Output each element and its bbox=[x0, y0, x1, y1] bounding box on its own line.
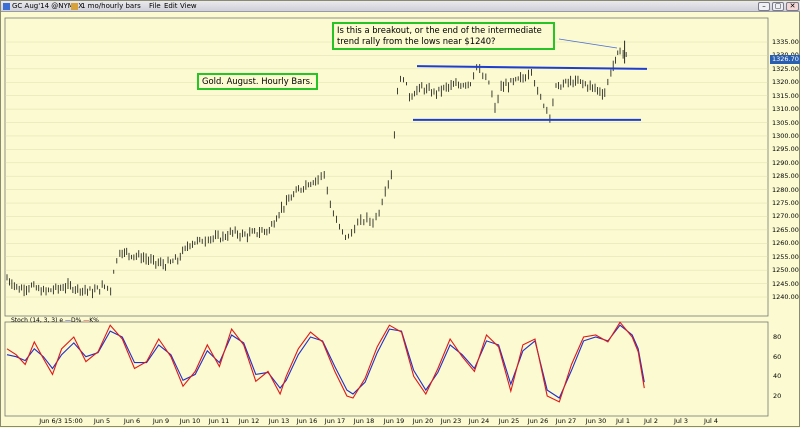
time-tick-label: Jun 6 bbox=[123, 417, 141, 425]
time-tick-label: Jun 26 bbox=[527, 417, 549, 425]
menu-edit[interactable]: Edit bbox=[164, 2, 178, 10]
price-tick-label: 1305.00 bbox=[772, 118, 799, 127]
time-tick-label: Jun 18 bbox=[353, 417, 375, 425]
time-tick-label: Jun 6/3 15:00 bbox=[39, 417, 83, 425]
price-tick-label: 1250.00 bbox=[772, 266, 799, 275]
stoch-legend: Stoch (14, 3, 3) e —D% —K% bbox=[11, 317, 99, 324]
stoch-k-line bbox=[6, 321, 645, 403]
price-tick-label: 1270.00 bbox=[772, 212, 799, 221]
price-tick-label: 1240.00 bbox=[772, 293, 799, 301]
menu-file[interactable]: File bbox=[149, 2, 161, 10]
price-tick-label: 1275.00 bbox=[772, 199, 799, 208]
time-tick-label: Jun 10 bbox=[179, 417, 201, 425]
stoch-tick-label: 40 bbox=[773, 372, 782, 381]
stoch-d-label: D% bbox=[71, 317, 82, 324]
stoch-d-line bbox=[6, 324, 645, 399]
stoch-name: Stoch bbox=[11, 317, 28, 324]
time-tick-label: Jun 24 bbox=[468, 417, 490, 425]
annotation-arrow bbox=[558, 38, 618, 49]
time-tick-label: Jul 4 bbox=[703, 417, 719, 425]
time-tick-label: Jun 25 bbox=[498, 417, 520, 425]
price-tick-label: 1310.00 bbox=[772, 105, 799, 114]
price-tick-label: 1280.00 bbox=[772, 185, 799, 194]
time-tick-label: Jun 12 bbox=[238, 417, 260, 425]
time-tick-label: Jun 19 bbox=[383, 417, 405, 425]
time-tick-label: Jun 5 bbox=[93, 417, 111, 425]
stoch-k-label: K% bbox=[89, 317, 99, 324]
price-bars bbox=[6, 40, 627, 299]
price-tick-label: 1295.00 bbox=[772, 145, 799, 154]
symbol-label[interactable]: GC Aug'14 @NYMEX bbox=[12, 2, 84, 10]
stoch-params: (14, 3, 3) bbox=[29, 317, 58, 324]
time-tick-label: Jul 3 bbox=[673, 417, 689, 425]
price-tick-label: 1255.00 bbox=[772, 252, 799, 261]
stoch-tick-label: 20 bbox=[773, 392, 782, 400]
price-tick-label: 1265.00 bbox=[772, 225, 799, 234]
price-tick-label: 1315.00 bbox=[772, 91, 799, 100]
price-panel bbox=[4, 17, 769, 317]
question-note: Is this a breakout, or the end of the in… bbox=[332, 22, 555, 50]
price-tick-label: 1325.00 bbox=[772, 64, 799, 73]
chart-note: Gold. August. Hourly Bars. bbox=[197, 73, 318, 90]
price-tick-label: 1320.00 bbox=[772, 78, 799, 87]
time-tick-label: Jul 2 bbox=[643, 417, 659, 425]
minimize-button[interactable]: – bbox=[758, 2, 770, 11]
time-tick-label: Jun 16 bbox=[296, 417, 318, 425]
time-tick-label: Jun 9 bbox=[152, 417, 170, 425]
time-tick-label: Jun 17 bbox=[324, 417, 346, 425]
stoch-tick-label: 80 bbox=[773, 333, 782, 341]
time-tick-label: Jul 1 bbox=[615, 417, 631, 425]
price-tick-label: 1245.00 bbox=[772, 279, 799, 288]
period-icon bbox=[71, 3, 78, 10]
period-label[interactable]: 1 mo/hourly bars bbox=[81, 2, 141, 10]
maximize-button[interactable]: ▢ bbox=[772, 2, 784, 11]
time-tick-label: Jun 30 bbox=[585, 417, 607, 425]
time-tick-label: Jun 23 bbox=[440, 417, 462, 425]
price-tick-label: 1290.00 bbox=[772, 158, 799, 167]
last-price-box: 1326.70 bbox=[770, 55, 800, 64]
app-icon bbox=[3, 3, 10, 10]
chart-canvas bbox=[4, 17, 769, 417]
stoch-flag: e bbox=[59, 317, 64, 324]
menu-view[interactable]: View bbox=[180, 2, 197, 10]
price-tick-label: 1260.00 bbox=[772, 239, 799, 248]
price-tick-label: 1300.00 bbox=[772, 131, 799, 140]
resistance-line bbox=[416, 65, 648, 70]
price-tick-label: 1335.00 bbox=[772, 38, 799, 46]
close-button[interactable]: ✕ bbox=[786, 2, 799, 11]
price-tick-label: 1285.00 bbox=[772, 172, 799, 181]
time-tick-label: Jun 20 bbox=[412, 417, 434, 425]
time-tick-label: Jun 13 bbox=[268, 417, 290, 425]
time-tick-label: Jun 27 bbox=[555, 417, 577, 425]
stoch-tick-label: 60 bbox=[773, 352, 782, 361]
title-bar: GC Aug'14 @NYMEX 1 mo/hourly bars File E… bbox=[1, 1, 800, 12]
time-tick-label: Jun 11 bbox=[208, 417, 230, 425]
